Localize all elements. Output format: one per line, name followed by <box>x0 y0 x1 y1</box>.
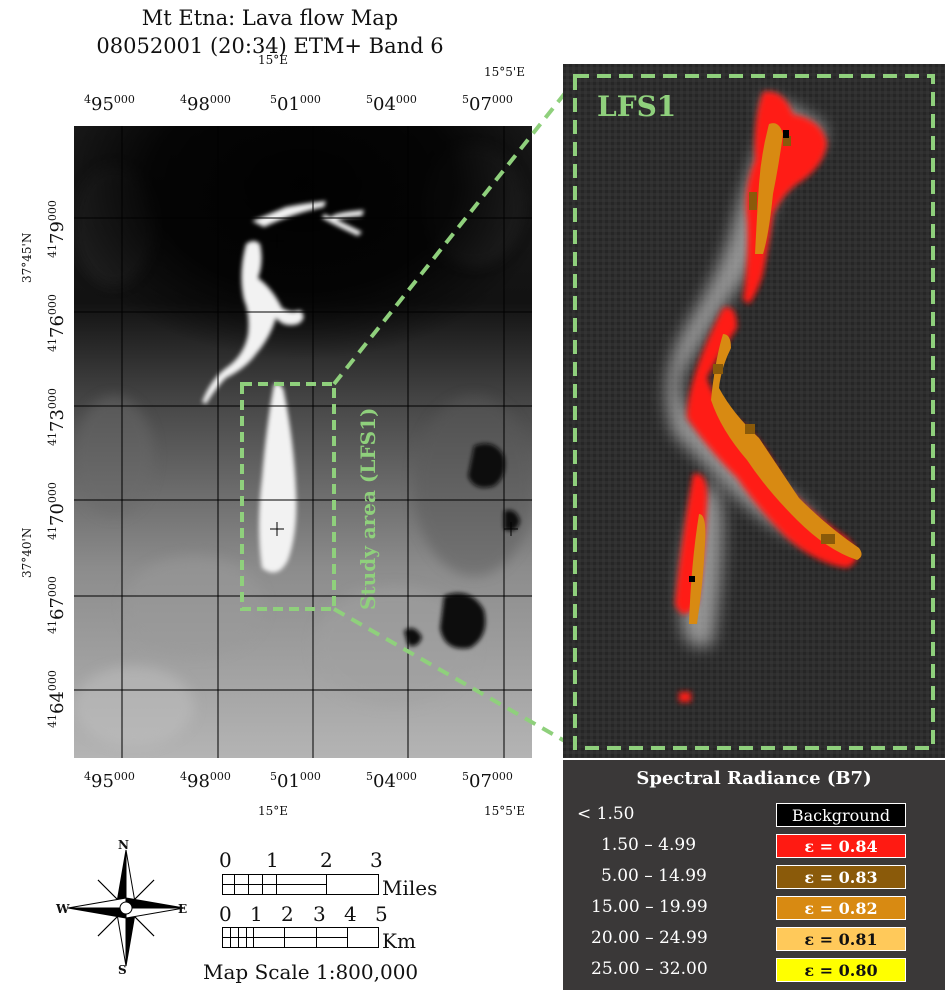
km-tick-4: 4 <box>344 902 357 926</box>
compass-label-s: S <box>118 963 127 977</box>
km-tick-2: 2 <box>281 902 294 926</box>
easting-label-bottom-504000: 504000 <box>366 770 417 792</box>
radiance-pixel-isolated <box>679 692 691 702</box>
radiance-pixel-cluster-1 <box>783 136 791 146</box>
title-line-1: Mt Etna: Lava flow Map <box>141 6 399 30</box>
lava-flow <box>202 201 364 573</box>
legend-swatch-e081: ε = 0.81 <box>776 927 906 951</box>
map-scale-text: Map Scale 1:800,000 <box>203 960 419 984</box>
legend-swatch-e084: ε = 0.84 <box>776 834 906 858</box>
radiance-class-083 <box>713 136 835 544</box>
legend-panel: Spectral Radiance (B7) < 1.50 Background… <box>563 760 945 990</box>
km-tick-5: 5 <box>375 902 388 926</box>
compass-center <box>119 901 133 915</box>
dark-lava-patches <box>404 443 520 649</box>
lon-label-15-5e-bottom: 15°5'E <box>484 804 525 818</box>
lon-label-15e-top: 15°E <box>258 53 289 67</box>
miles-tick-0: 0 <box>219 848 232 872</box>
study-area-box <box>240 382 336 611</box>
km-tick-1: 1 <box>250 902 263 926</box>
km-tick-0: 0 <box>219 902 232 926</box>
radiance-pixel-cluster-5 <box>821 534 835 544</box>
legend-title: Spectral Radiance (B7) <box>636 768 872 789</box>
title-line-2: 08052001 (20:34) ETM+ Band 6 <box>96 34 444 58</box>
easting-label-bottom-501000: 501000 <box>270 770 321 792</box>
easting-label-bottom-498000: 498000 <box>180 770 231 792</box>
legend-range-3: 15.00 – 19.99 <box>591 897 708 917</box>
lon-label-15-5e-top: 15°5'E <box>484 65 525 79</box>
miles-unit-label: Miles <box>382 876 438 900</box>
km-tick-3: 3 <box>313 902 326 926</box>
lfs1-box <box>573 74 935 750</box>
miles-tick-2: 2 <box>320 848 333 872</box>
legend-swatch-e080: ε = 0.80 <box>776 958 906 982</box>
compass-label-n: N <box>118 838 129 852</box>
lat-lon-crosses <box>270 234 518 536</box>
legend-swatch-background: Background <box>776 803 906 827</box>
easting-label-top-498000: 498000 <box>180 93 231 115</box>
graticule-grid <box>74 126 532 758</box>
summit-dark-zone <box>74 126 532 446</box>
compass-cardinal-points <box>67 849 185 967</box>
miles-scale-bar <box>222 874 379 895</box>
compass-label-w: W <box>56 902 70 916</box>
easting-label-top-495000: 495000 <box>84 93 135 115</box>
easting-label-top-501000: 501000 <box>270 93 321 115</box>
map-title: Mt Etna: Lava flow Map 08052001 (20:34) … <box>0 4 540 60</box>
compass-rose <box>67 849 185 967</box>
miles-tick-1: 1 <box>266 848 279 872</box>
km-scale-bar <box>222 927 379 948</box>
legend-range-1: 1.50 – 4.99 <box>601 835 697 855</box>
legend-range-5: 25.00 – 32.00 <box>591 959 708 979</box>
miles-tick-3: 3 <box>370 848 383 872</box>
lfs1-label: LFS1 <box>597 90 677 123</box>
radiance-pixel-cluster-3 <box>713 364 723 374</box>
connector-line-bottom <box>333 607 578 750</box>
satellite-image <box>74 126 532 758</box>
easting-label-top-507000: 507000 <box>462 93 513 115</box>
background-pixel-1 <box>783 130 789 138</box>
easting-label-top-504000: 504000 <box>366 93 417 115</box>
connector-line-top <box>332 76 579 386</box>
radiance-pixel-cluster-4 <box>745 424 755 434</box>
legend-range-2: 5.00 – 14.99 <box>601 866 707 886</box>
lon-label-15e-bottom: 15°E <box>258 804 289 818</box>
radiance-pixel-cluster-2 <box>749 192 757 210</box>
lfs1-detail-panel <box>563 64 945 758</box>
legend-swatch-e083: ε = 0.83 <box>776 865 906 889</box>
legend-range-4: 20.00 – 24.99 <box>591 928 708 948</box>
km-unit-label: Km <box>382 929 416 953</box>
easting-label-bottom-507000: 507000 <box>462 770 513 792</box>
background-pixels <box>689 130 789 582</box>
legend-swatch-e082: ε = 0.82 <box>776 896 906 920</box>
background-pixel-2 <box>689 576 695 582</box>
easting-label-bottom-495000: 495000 <box>84 770 135 792</box>
legend-range-0: < 1.50 <box>577 804 635 824</box>
compass-label-e: E <box>178 902 188 916</box>
radiance-class-082 <box>689 123 862 624</box>
